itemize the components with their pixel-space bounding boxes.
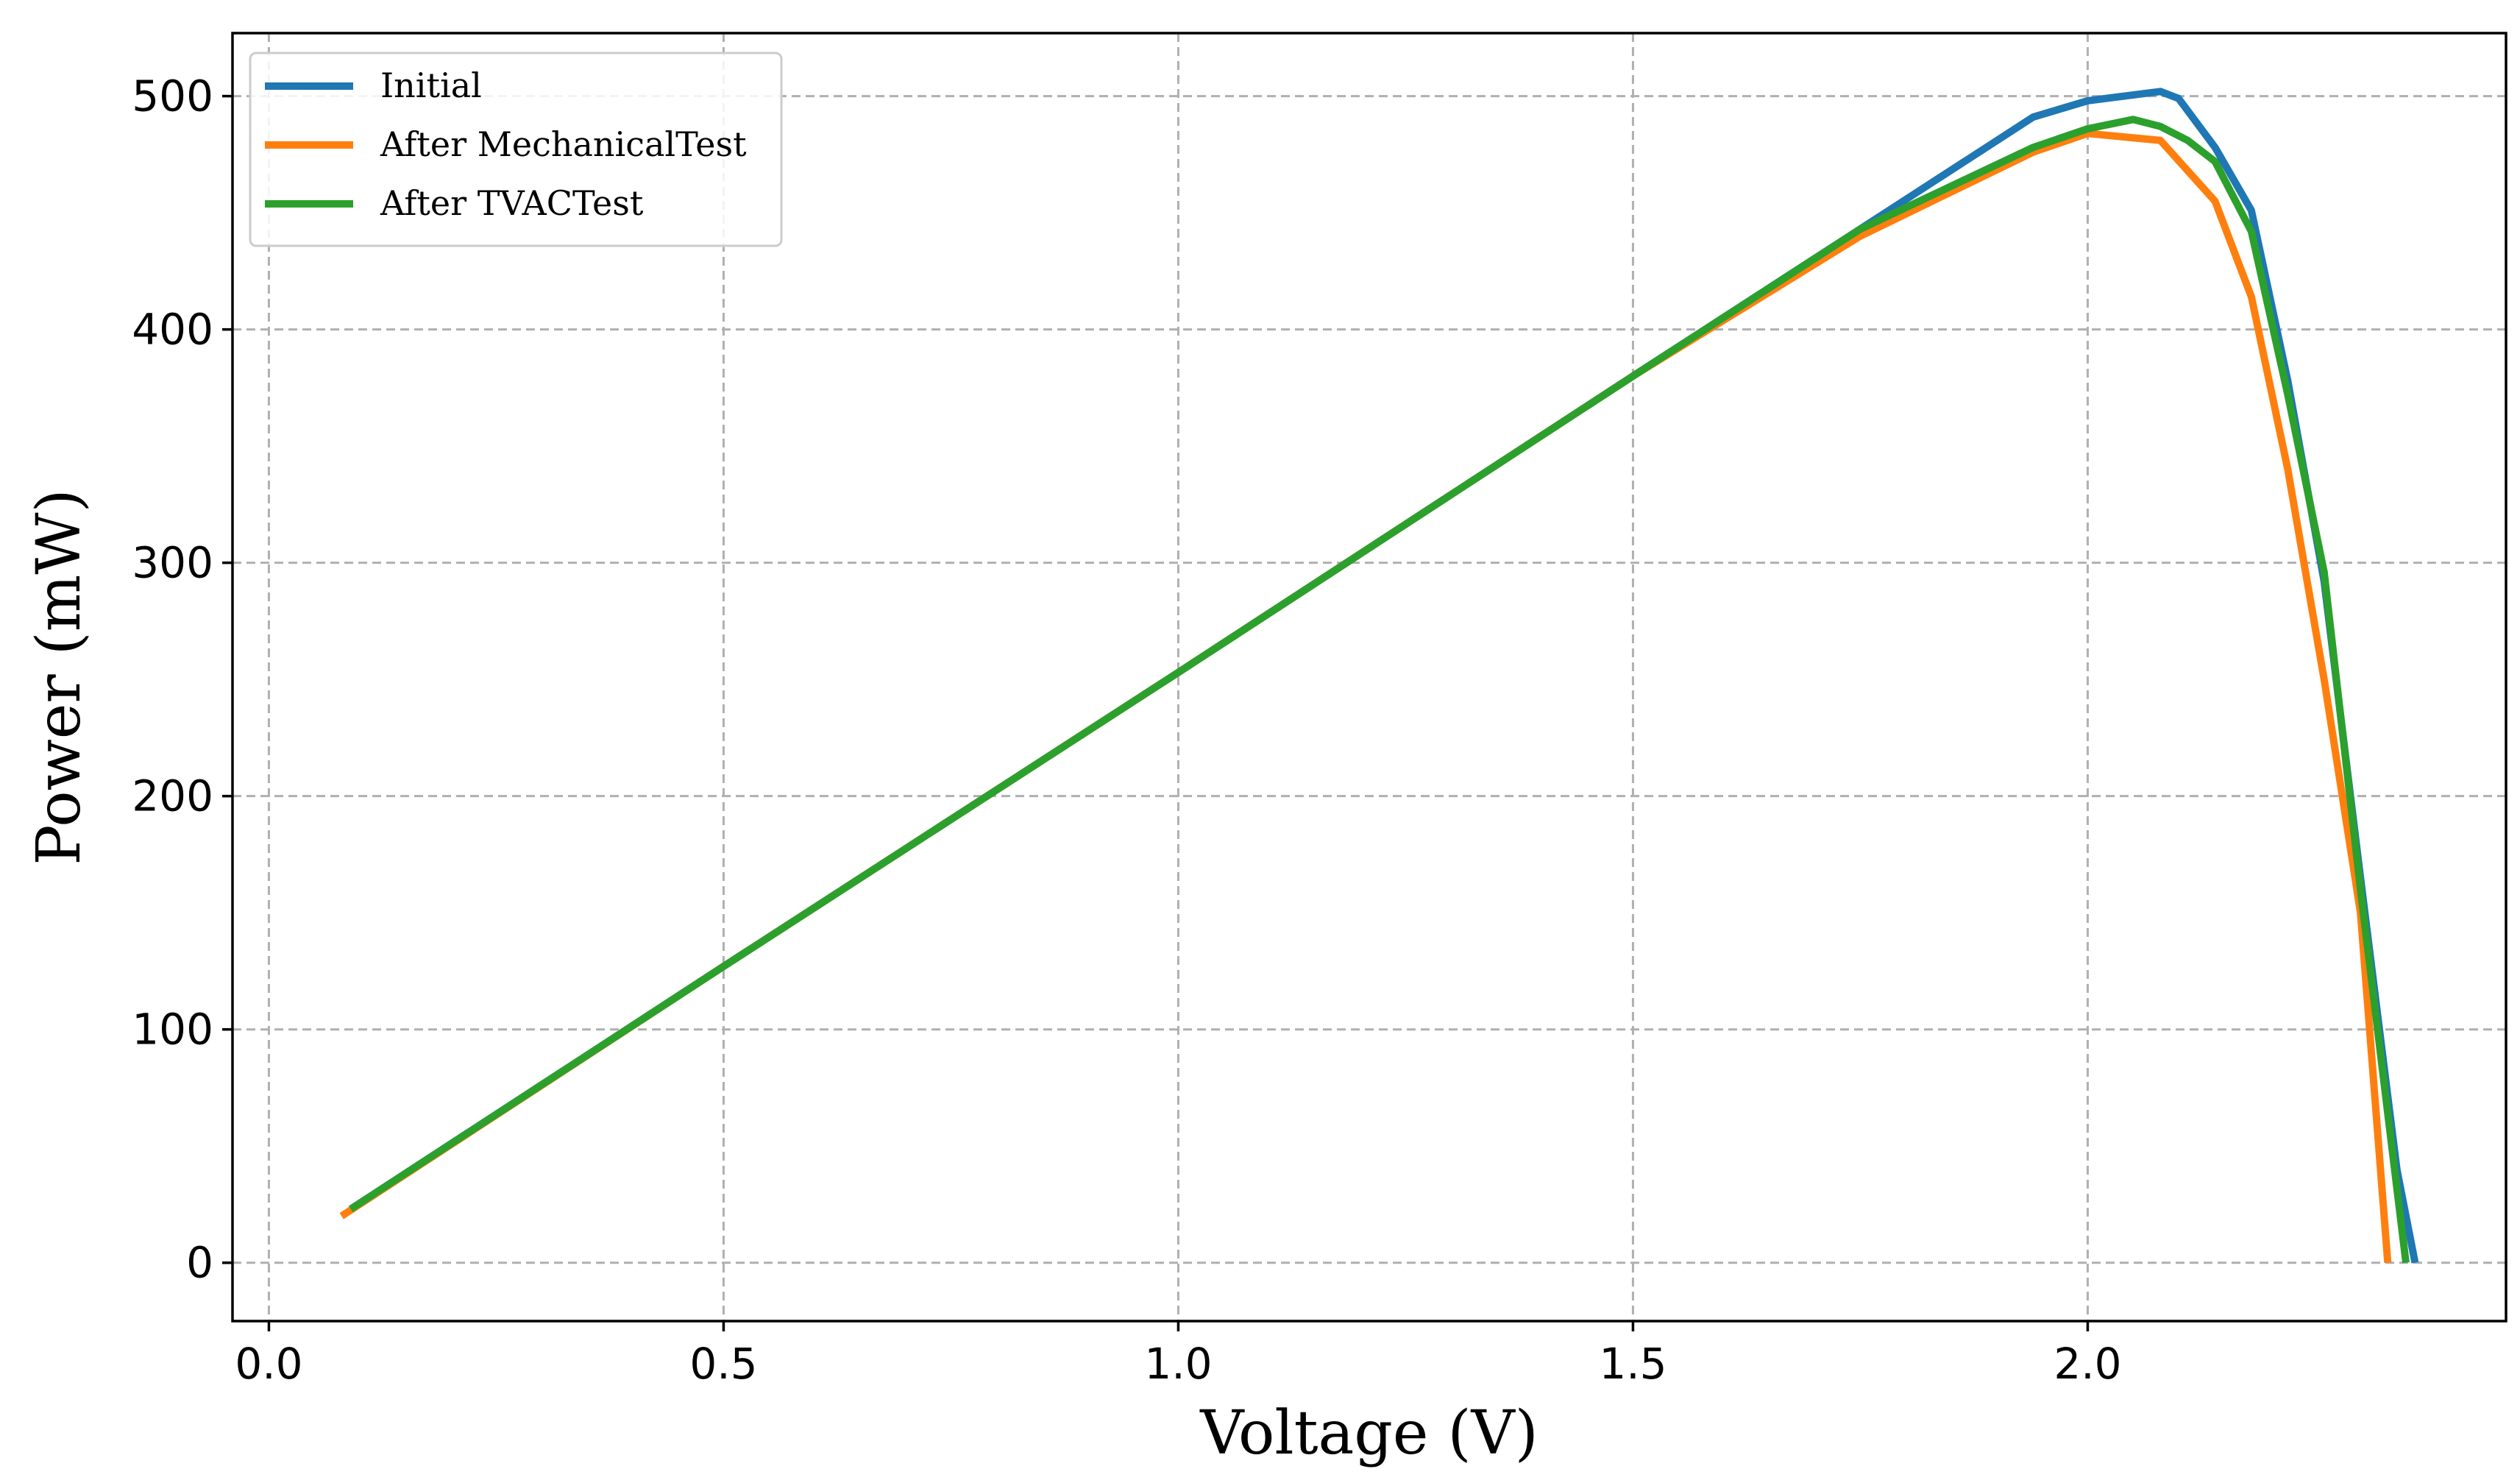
x-tick-label: 0.0	[235, 1339, 302, 1389]
x-tick-label: 2.0	[2054, 1339, 2121, 1389]
plot-frame	[231, 32, 2507, 1323]
series-line-3	[348, 116, 2410, 1264]
legend-label: After MechanicalTest	[380, 124, 747, 164]
legend-box	[249, 52, 783, 247]
y-tick-label: 500	[132, 71, 213, 121]
legend-label: Initial	[380, 66, 482, 105]
legend: Initial After MechanicalTest After TVACTes…	[249, 52, 783, 247]
x-axis-title: Voltage (V)	[1199, 1398, 1538, 1468]
series-lines	[339, 88, 2419, 1264]
series-line-1	[348, 88, 2419, 1264]
series-line-2	[339, 130, 2392, 1264]
x-tick-label: 1.5	[1599, 1339, 1667, 1389]
y-tick-label: 200	[132, 771, 213, 821]
y-tick-label: 400	[132, 305, 213, 355]
x-tick-label: 1.0	[1144, 1339, 1212, 1389]
y-tick-label: 100	[132, 1005, 213, 1055]
y-axis-title: Power (mW)	[24, 489, 94, 865]
y-tick-label: 0	[186, 1238, 213, 1288]
y-tick-label: 300	[132, 538, 213, 588]
axis-ticks: 0.0 0.5 1.0 1.5 2.0 0 100 200 300 400 500	[132, 71, 2121, 1389]
x-tick-label: 0.5	[689, 1339, 757, 1389]
legend-label: After TVACTest	[380, 183, 644, 223]
